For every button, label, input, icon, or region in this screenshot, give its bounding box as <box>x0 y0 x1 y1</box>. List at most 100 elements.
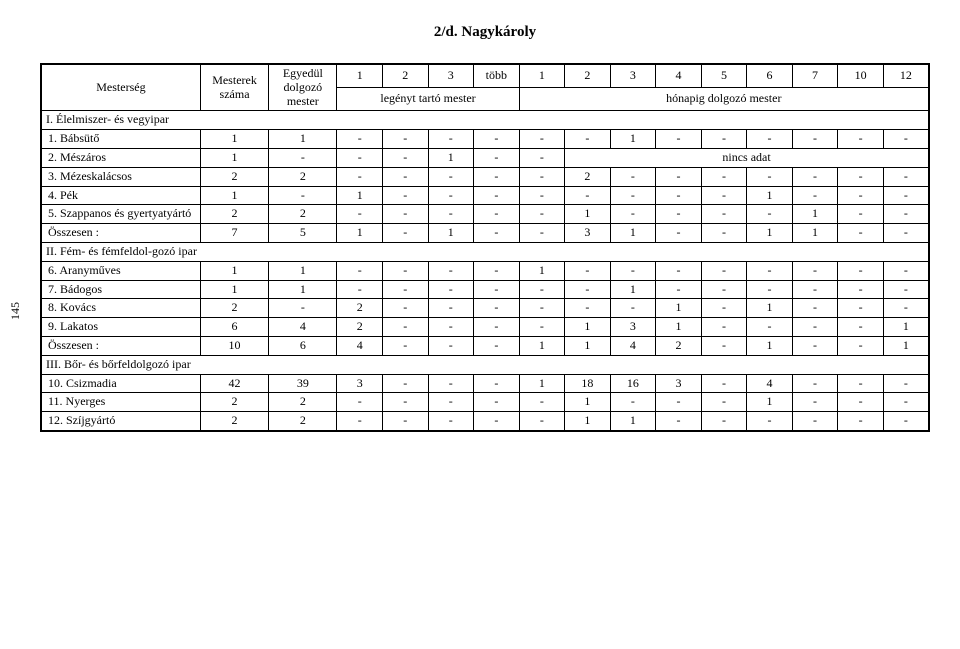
cell: - <box>474 148 520 167</box>
span-honapig: hónapig dolgozó mester <box>519 88 929 111</box>
cell-egyedul: 5 <box>269 224 337 243</box>
cell: - <box>519 299 565 318</box>
cell: 1 <box>565 336 611 355</box>
col-h-7: 4 <box>656 64 702 88</box>
cell-egyedul: 1 <box>269 130 337 149</box>
cell-mesterek: 10 <box>200 336 268 355</box>
cell: 1 <box>519 261 565 280</box>
cell: 1 <box>610 130 656 149</box>
table-row: III. Bőr- és bőrfeldolgozó ipar <box>41 355 929 374</box>
cell-mesterek: 2 <box>200 393 268 412</box>
col-h-12: 12 <box>883 64 929 88</box>
row-label: 1. Bábsütő <box>41 130 200 149</box>
cell: 2 <box>656 336 702 355</box>
cell: - <box>701 280 747 299</box>
table-row: 12. Szíjgyártó22-----11------ <box>41 412 929 431</box>
cell: - <box>838 261 884 280</box>
cell: 1 <box>747 299 793 318</box>
side-page-number: 145 <box>8 302 23 320</box>
cell: - <box>565 280 611 299</box>
cell: - <box>383 280 429 299</box>
cell: - <box>337 148 383 167</box>
col-h-0: 1 <box>337 64 383 88</box>
cell: - <box>565 186 611 205</box>
cell: - <box>701 318 747 337</box>
cell: - <box>610 261 656 280</box>
cell: - <box>610 205 656 224</box>
cell-egyedul: 2 <box>269 412 337 431</box>
cell: - <box>701 130 747 149</box>
cell: - <box>474 336 520 355</box>
cell: - <box>838 280 884 299</box>
cell: - <box>701 186 747 205</box>
cell: - <box>474 224 520 243</box>
row-label: 4. Pék <box>41 186 200 205</box>
cell: - <box>519 318 565 337</box>
table-row: 8. Kovács2-2------1-1--- <box>41 299 929 318</box>
table-row: 3. Mézeskalácsos22-----2------- <box>41 167 929 186</box>
cell: 1 <box>747 186 793 205</box>
col-h-5: 2 <box>565 64 611 88</box>
cell: - <box>565 261 611 280</box>
col-mesterseg: Mesterség <box>41 64 200 111</box>
cell: 1 <box>656 318 702 337</box>
cell-mesterek: 1 <box>200 186 268 205</box>
cell-egyedul: - <box>269 148 337 167</box>
cell: - <box>383 261 429 280</box>
cell: - <box>883 186 929 205</box>
row-label: 2. Mészáros <box>41 148 200 167</box>
cell: - <box>383 186 429 205</box>
cell: - <box>838 393 884 412</box>
cell: - <box>838 299 884 318</box>
table-row: Összesen :1064---1142-1--1 <box>41 336 929 355</box>
cell: - <box>883 130 929 149</box>
cell: 4 <box>610 336 656 355</box>
cell: - <box>610 186 656 205</box>
cell: - <box>519 393 565 412</box>
cell: 2 <box>337 299 383 318</box>
cell-mesterek: 1 <box>200 280 268 299</box>
cell: - <box>565 299 611 318</box>
col-h-10: 7 <box>792 64 838 88</box>
cell: - <box>656 280 702 299</box>
cell: - <box>428 299 474 318</box>
cell: - <box>792 336 838 355</box>
cell: - <box>792 374 838 393</box>
cell: - <box>565 130 611 149</box>
cell-egyedul: 6 <box>269 336 337 355</box>
table-row: 7. Bádogos11------1------ <box>41 280 929 299</box>
cell: - <box>474 186 520 205</box>
cell: - <box>883 205 929 224</box>
col-h-9: 6 <box>747 64 793 88</box>
cell: - <box>838 186 884 205</box>
cell-egyedul: 4 <box>269 318 337 337</box>
cell-mesterek: 7 <box>200 224 268 243</box>
cell: - <box>701 374 747 393</box>
cell: - <box>337 261 383 280</box>
cell: - <box>883 299 929 318</box>
cell: - <box>428 186 474 205</box>
cell: - <box>656 261 702 280</box>
cell: - <box>792 130 838 149</box>
cell: - <box>838 167 884 186</box>
cell: - <box>337 167 383 186</box>
section-label: III. Bőr- és bőrfeldolgozó ipar <box>41 355 929 374</box>
row-label: Összesen : <box>41 336 200 355</box>
cell: 1 <box>519 374 565 393</box>
cell: - <box>883 224 929 243</box>
table-row: I. Élelmiszer- és vegyipar <box>41 111 929 130</box>
data-table: Mesterség Mesterek száma Egyedül dolgozó… <box>40 63 930 432</box>
cell-egyedul: - <box>269 299 337 318</box>
cell: 2 <box>337 318 383 337</box>
cell: 3 <box>610 318 656 337</box>
cell: - <box>474 261 520 280</box>
row-label: Összesen : <box>41 224 200 243</box>
table-row: 11. Nyerges22-----1---1--- <box>41 393 929 412</box>
section-label: I. Élelmiszer- és vegyipar <box>41 111 929 130</box>
table-row: II. Fém- és fémfeldol-gozó ipar <box>41 242 929 261</box>
cell: - <box>883 280 929 299</box>
cell-mesterek: 42 <box>200 374 268 393</box>
cell: - <box>747 261 793 280</box>
cell: - <box>883 393 929 412</box>
cell: 3 <box>337 374 383 393</box>
